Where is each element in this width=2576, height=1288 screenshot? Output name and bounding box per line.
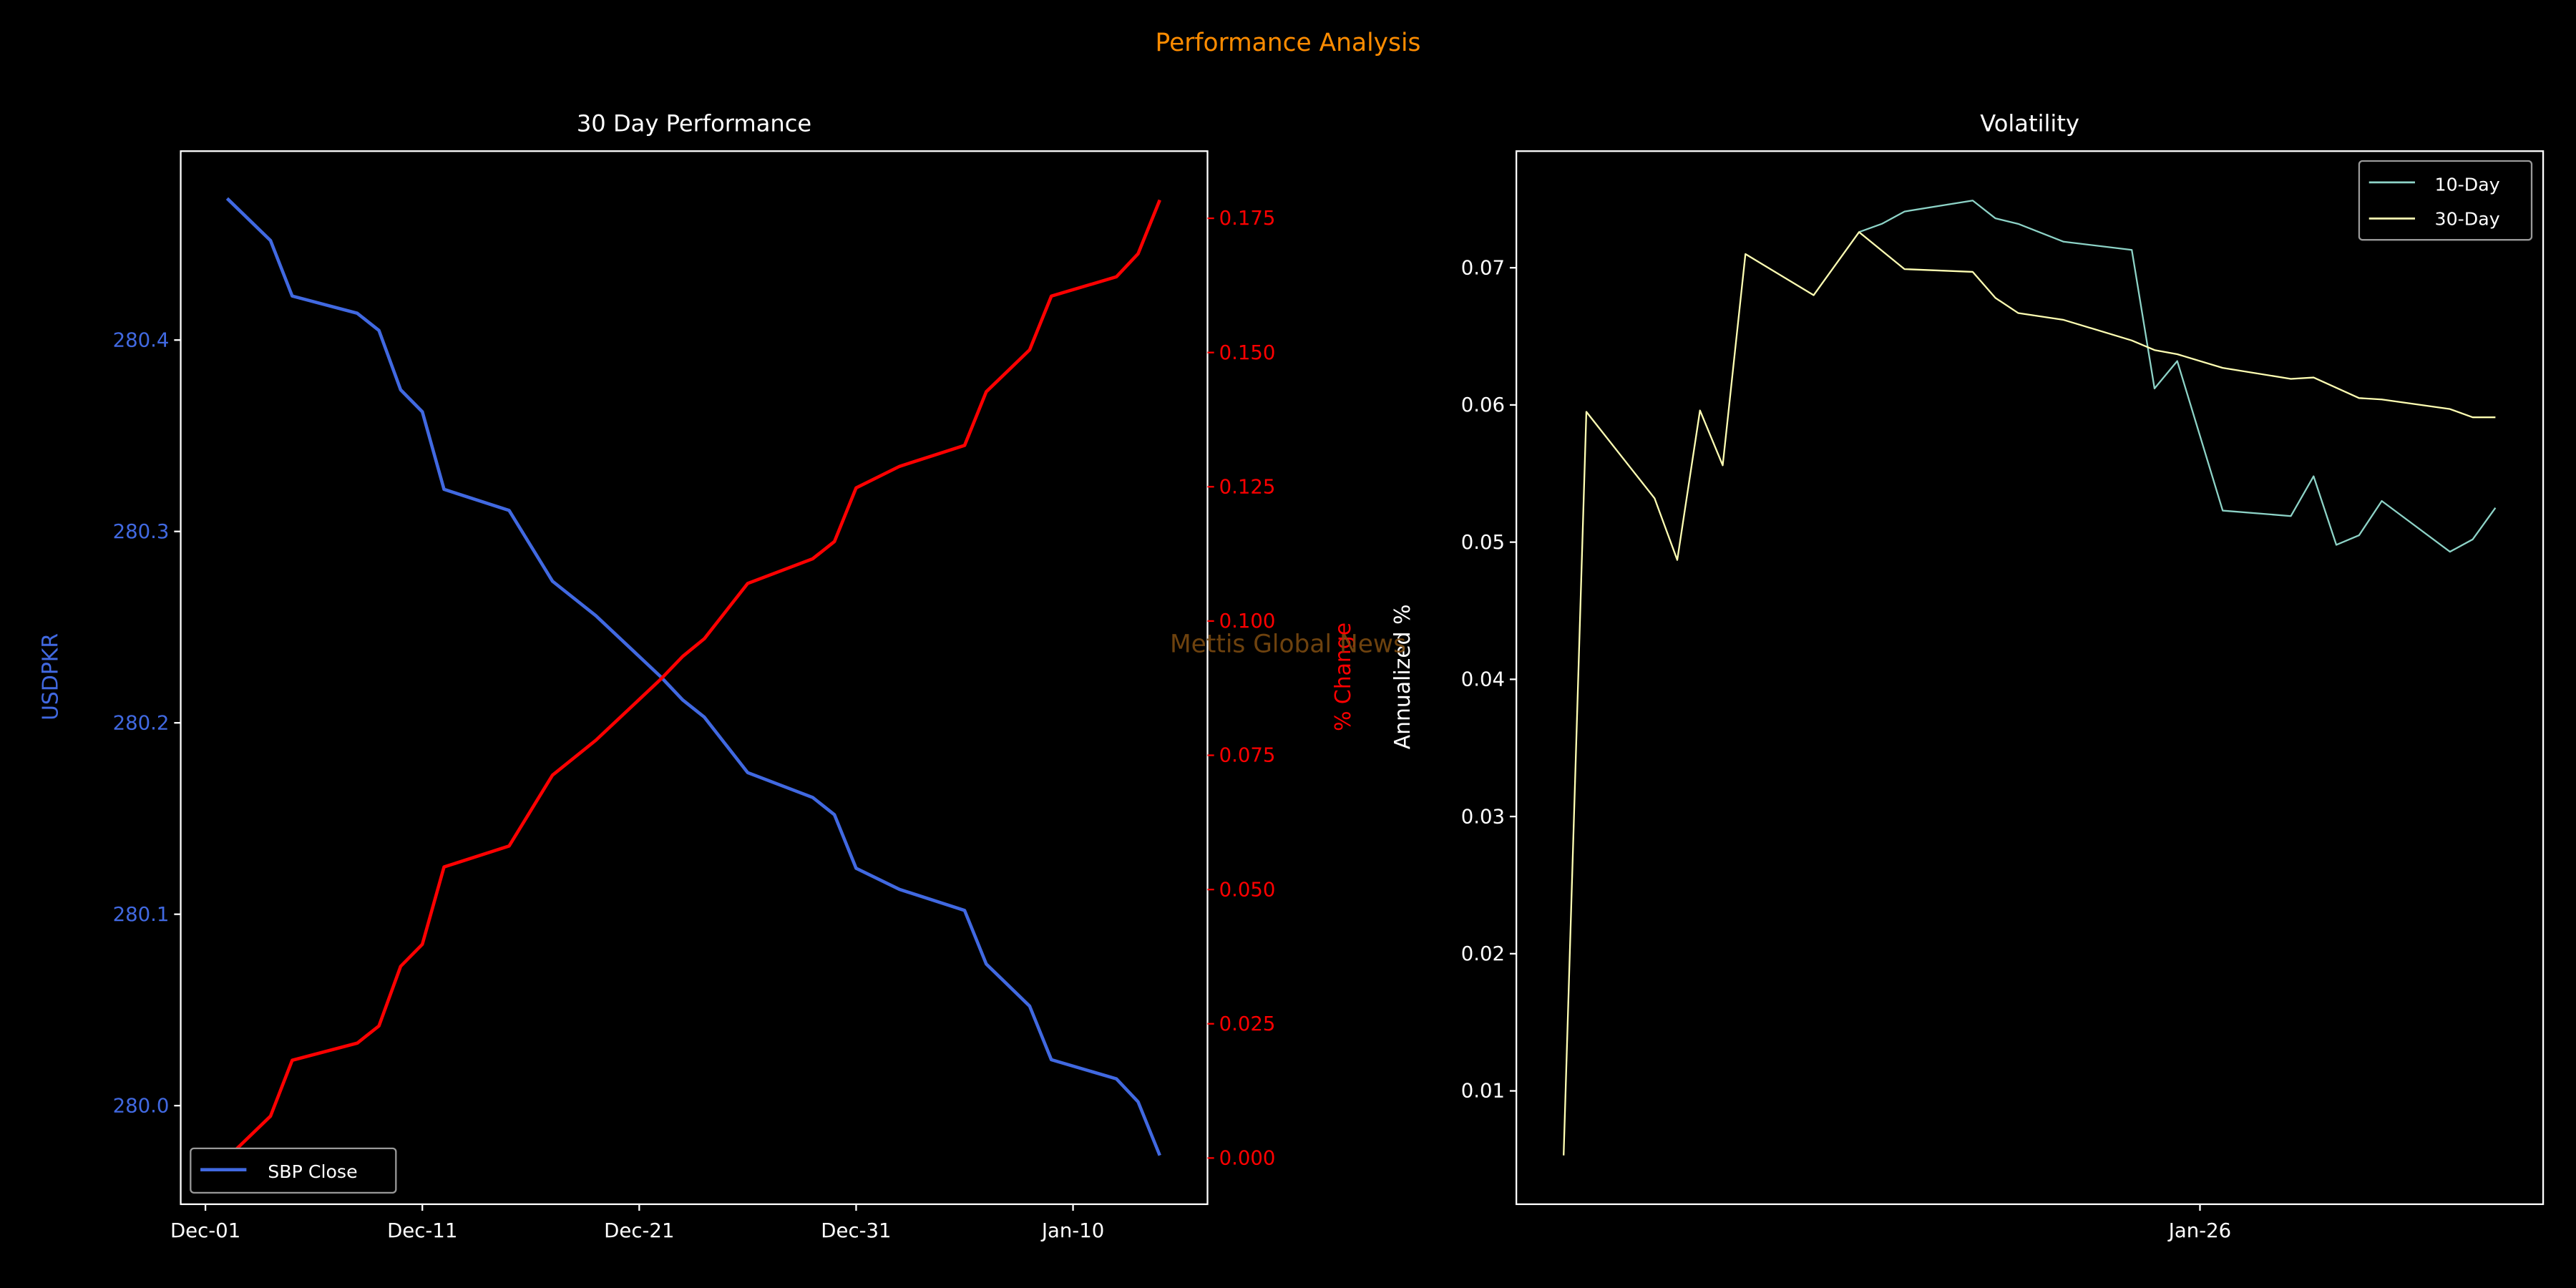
figure-title: Performance Analysis (1156, 29, 1421, 57)
y-right-tick-label: 0.175 (1219, 207, 1276, 230)
plot-frame (180, 150, 1209, 1206)
y-right-tick-label: 0.125 (1219, 475, 1276, 498)
y-tick-label: 0.06 (1461, 394, 1505, 416)
chart-title: Volatility (1980, 110, 2079, 137)
y-axis-label: USDPKR (38, 633, 63, 721)
sbp-close-line (225, 197, 1161, 1156)
legend-box (2358, 160, 2533, 241)
legend-box (190, 1147, 397, 1194)
volatility-chart: Volatility Jan-26 0.01 0.02 0.03 0.04 0.05 0.06… (1390, 110, 2545, 1242)
y-tick-label: 280.2 (113, 711, 170, 734)
chart-title: 30 Day Performance (577, 110, 811, 137)
legend: SBP Close (190, 1147, 397, 1194)
legend: 10-Day 30-Day (2358, 160, 2533, 241)
y-right-tick-label: 0.000 (1219, 1147, 1276, 1170)
legend-label-10-day: 10-Day (2435, 174, 2500, 195)
y-tick-label: 280.0 (113, 1094, 170, 1117)
y-right-tick-label: 0.025 (1219, 1013, 1276, 1035)
y-tick-label: 0.03 (1461, 805, 1505, 828)
x-tick-label: Dec-31 (821, 1219, 891, 1242)
watermark: Mettis Global News (1170, 630, 1406, 658)
y-right-axis-label: % Change (1331, 623, 1356, 731)
x-tick-label: Dec-01 (170, 1219, 240, 1242)
y-tick-label: 0.05 (1461, 531, 1505, 554)
legend-label-sbp-close: SBP Close (268, 1161, 357, 1182)
pct-change-line (225, 199, 1161, 1160)
x-tick-label: Dec-11 (387, 1219, 457, 1242)
y-tick-label: 0.01 (1461, 1080, 1505, 1103)
plot-frame (1515, 150, 2545, 1206)
legend-label-30-day: 30-Day (2435, 209, 2500, 230)
y-right-tick-label: 0.050 (1219, 878, 1276, 901)
y-right-tick-label: 0.100 (1219, 610, 1276, 633)
y-axis-label: Annualized % (1390, 605, 1415, 750)
y-tick-label: 280.1 (113, 903, 170, 926)
x-tick-label: Jan-26 (2167, 1219, 2231, 1242)
y-tick-label: 280.4 (113, 328, 170, 351)
x-tick-label: Jan-10 (1040, 1219, 1104, 1242)
y-tick-label: 0.07 (1461, 256, 1505, 279)
y-tick-label: 0.02 (1461, 942, 1505, 965)
y-tick-label: 0.04 (1461, 668, 1505, 691)
y-right-tick-label: 0.150 (1219, 341, 1276, 364)
y-tick-label: 280.3 (113, 520, 170, 543)
performance-chart: 30 Day Performance Dec-01 Dec-11 Dec-21 Dec-… (38, 110, 1356, 1242)
y-right-tick-label: 0.075 (1219, 744, 1276, 767)
x-tick-label: Dec-21 (604, 1219, 674, 1242)
